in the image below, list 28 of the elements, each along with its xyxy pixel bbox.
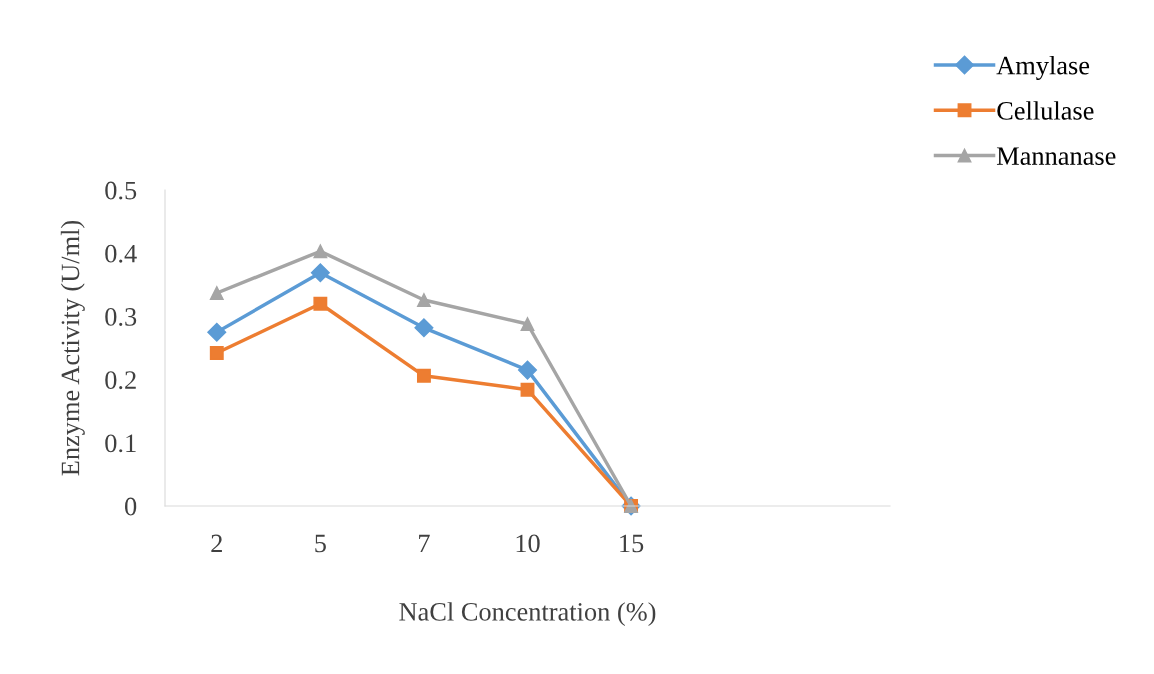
legend-label: Cellulase [997, 101, 1094, 120]
point [520, 317, 535, 331]
point [209, 286, 224, 300]
x-tick-label: 5 [315, 534, 326, 553]
point [416, 293, 431, 307]
point [313, 296, 328, 311]
y-tick-label: 0.4 [105, 244, 137, 263]
y-tick-label: 0 [125, 497, 137, 516]
point [207, 322, 227, 342]
y-tick-label: 0.2 [105, 371, 136, 390]
y-axis-title: Enzyme Activity (U/ml) [60, 220, 85, 476]
point [209, 346, 224, 361]
point [416, 368, 431, 383]
x-tick-label: 10 [516, 534, 540, 553]
y-tick-label: 0.5 [105, 181, 137, 200]
x-axis-title: NaCl Concentration (%) [399, 602, 656, 627]
y-tick-label: 0.3 [105, 308, 137, 326]
point [517, 360, 538, 380]
x-tick-label: 7 [419, 534, 430, 553]
x-tick-label: 2 [211, 534, 222, 553]
legend-label: Amylase [996, 55, 1090, 80]
x-tick-label: 15 [620, 534, 644, 553]
point [520, 382, 535, 397]
point [310, 263, 330, 283]
point [414, 318, 434, 338]
legend-label: Mannanase [996, 147, 1116, 165]
y-tick-label: 0.1 [105, 434, 136, 453]
point [313, 244, 328, 259]
